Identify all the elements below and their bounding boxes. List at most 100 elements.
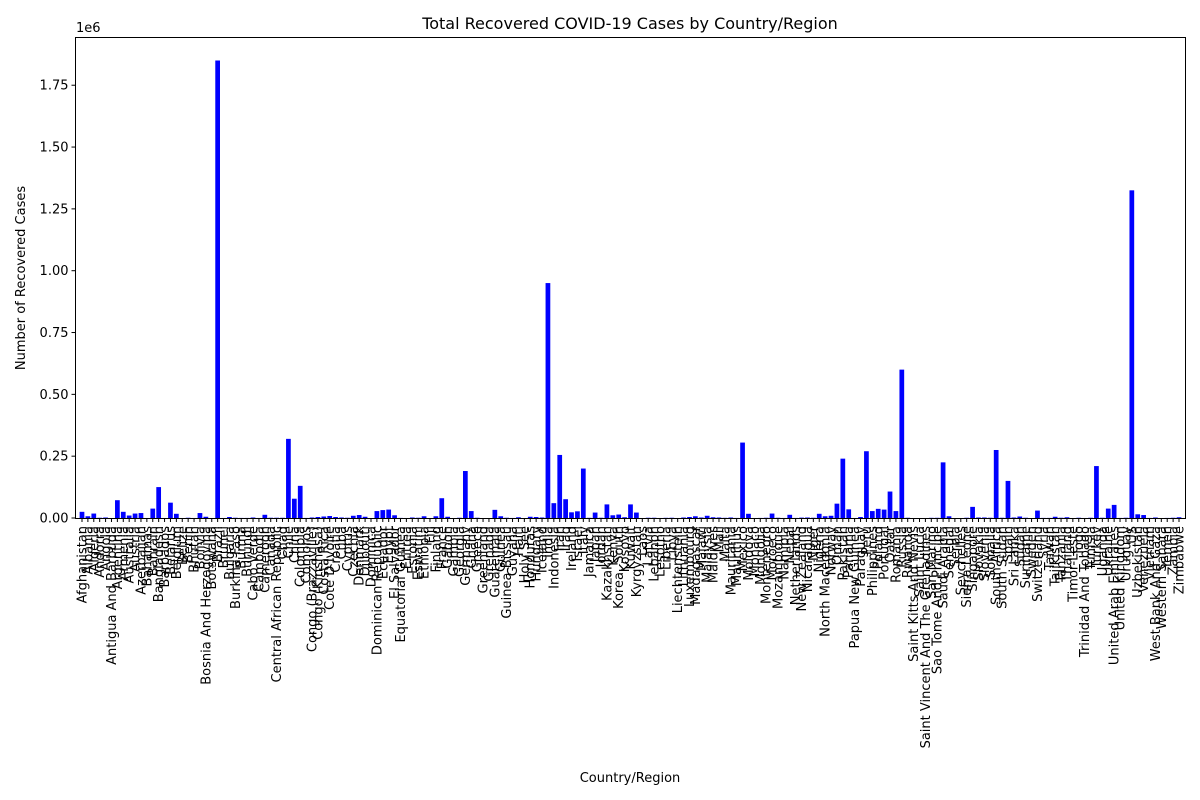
- x-tick-label: United Arab Emirates: [1108, 526, 1123, 665]
- chart-title: Total Recovered COVID-19 Cases by Countr…: [421, 14, 838, 33]
- x-tick-label: Ethiopia: [418, 526, 433, 579]
- x-tick-label: Congo (Kinshasa): [311, 526, 326, 640]
- bar: [622, 517, 627, 518]
- x-tick-label: Armenia: [117, 526, 132, 581]
- bar: [864, 451, 869, 518]
- x-tick-label: Honduras: [524, 526, 539, 589]
- bar: [846, 509, 852, 518]
- x-tick-label: Cote D'Ivoire: [323, 526, 338, 610]
- bar: [899, 369, 905, 518]
- bar: [993, 449, 999, 518]
- bar: [628, 504, 633, 518]
- y-tick-label: 0.25: [40, 450, 69, 465]
- bar: [881, 509, 887, 518]
- bar: [126, 515, 132, 518]
- x-tick-label: Bangladesh: [152, 526, 167, 602]
- x-tick-label: Lebanon: [648, 526, 663, 582]
- x-tick-label: Bahrain: [146, 526, 161, 576]
- bar: [333, 517, 338, 518]
- x-tick-label: Ghana: [465, 526, 480, 569]
- x-tick-label: Eswatini: [412, 526, 427, 580]
- bar: [350, 515, 356, 518]
- bar: [1176, 517, 1182, 518]
- bar: [227, 517, 232, 518]
- bar: [1035, 510, 1040, 518]
- x-tick-label: Saint Vincent And The Grenadines: [919, 526, 934, 749]
- x-tick-label: Hungary: [530, 526, 545, 582]
- bar: [1017, 516, 1023, 518]
- x-tick-label: Norway: [825, 526, 840, 576]
- bar: [1111, 504, 1117, 518]
- x-tick-label: Nepal: [783, 526, 798, 564]
- bar: [1129, 190, 1135, 519]
- x-tick-label: Tanzania: [1055, 526, 1070, 584]
- x-tick-label: Maldives: [707, 526, 722, 583]
- y-tick-label: 1.75: [40, 79, 69, 94]
- bar: [610, 515, 616, 518]
- bar: [551, 503, 557, 518]
- bar: [492, 509, 498, 518]
- x-tick-label: Central African Republic: [270, 526, 285, 682]
- x-tick-label: Sweden: [1025, 526, 1040, 577]
- x-tick-label: Finland: [429, 526, 444, 572]
- bar: [693, 516, 698, 518]
- x-tick-label: Dominican Republic: [370, 526, 385, 655]
- x-tick-label: South Sudan: [996, 526, 1011, 609]
- x-tick-label: Luxembourg: [683, 526, 698, 607]
- x-tick-label: Serbia: [948, 526, 963, 567]
- x-tick-label: Australia: [123, 526, 138, 584]
- x-tick-label: Uzbekistan: [1131, 526, 1146, 598]
- x-tick-label: Peru: [860, 526, 875, 555]
- bar: [462, 471, 468, 518]
- x-tick-label: Romania: [889, 526, 904, 583]
- x-tick-label: Paraguay: [854, 526, 869, 587]
- bar: [315, 517, 321, 518]
- x-tick-label: Bahamas: [140, 526, 155, 587]
- x-tick-label: Iceland: [536, 526, 551, 573]
- x-tick-label: Pakistan: [836, 526, 851, 580]
- bar: [120, 511, 126, 518]
- x-tick-label: Mauritius: [730, 526, 745, 586]
- x-tick-label: Botswana: [205, 526, 220, 590]
- bar: [173, 513, 179, 518]
- bar: [893, 511, 899, 518]
- bar: [150, 508, 156, 518]
- bar: [580, 468, 586, 518]
- x-tick-label: Morocco: [766, 526, 781, 580]
- x-tick-label: Yemen: [1161, 526, 1176, 570]
- bar: [262, 514, 268, 518]
- x-tick-label: Portugal: [878, 526, 893, 580]
- x-tick-label: Saint Kitts And Nevis: [907, 526, 922, 662]
- x-tick-label: Saint Lucia: [913, 526, 928, 597]
- x-tick-label: Iraq: [559, 526, 574, 551]
- x-tick-label: Togo: [1072, 526, 1087, 557]
- x-tick-label: Colombia: [294, 526, 309, 587]
- x-tick-label: Ireland: [565, 526, 580, 571]
- bar: [545, 283, 551, 518]
- x-tick-label: Libya: [665, 526, 680, 561]
- x-tick-label: Andorra: [93, 526, 108, 578]
- x-tick-label: El Salvador: [388, 525, 403, 599]
- bar: [569, 512, 574, 518]
- x-tick-label: France: [435, 526, 450, 569]
- x-tick-label: Monaco: [748, 526, 763, 577]
- y-offset-label: 1e6: [76, 21, 101, 36]
- bar: [604, 504, 610, 518]
- x-tick-label: New Zealand: [795, 526, 810, 611]
- bar: [575, 511, 580, 518]
- bar: [533, 517, 539, 518]
- x-tick-label: Mongolia: [754, 526, 769, 585]
- x-axis-label: Country/Region: [580, 771, 681, 786]
- x-tick-label: Sudan: [1013, 526, 1028, 567]
- x-tick-label: China: [288, 526, 303, 563]
- x-tick-label: Germany: [459, 526, 474, 586]
- x-tick-label: Venezuela: [1137, 526, 1152, 593]
- x-tick-label: Liberia: [659, 526, 674, 570]
- x-tick-label: Russia: [895, 526, 910, 568]
- x-tick-label: Haiti: [512, 526, 527, 556]
- x-tick-label: Niger: [807, 525, 822, 561]
- x-tick-label: Azerbaijan: [134, 526, 149, 595]
- bar: [1094, 466, 1099, 518]
- x-tick-label: Bulgaria: [223, 526, 238, 580]
